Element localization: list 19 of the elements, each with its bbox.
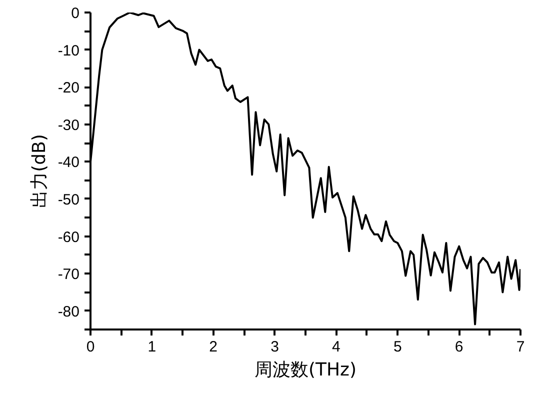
y-axis-title: 出力(dB) — [28, 134, 50, 208]
x-tick-label: 6 — [454, 338, 464, 356]
x-tick-label: 3 — [270, 338, 279, 356]
y-tick-label: 0 — [71, 5, 80, 22]
x-tick-label: 4 — [332, 338, 340, 356]
y-tick-label: -20 — [58, 80, 80, 97]
y-tick-label: -30 — [58, 116, 80, 134]
y-tick-label: -80 — [58, 303, 80, 320]
y-tick-label: -50 — [58, 191, 80, 208]
x-axis-title: 周波数(THz) — [254, 360, 357, 380]
y-tick-label: -60 — [58, 228, 80, 246]
x-tick-label: 0 — [86, 338, 95, 356]
y-tick-label: -70 — [58, 266, 80, 284]
y-tick-label: -40 — [58, 154, 80, 172]
y-tick-label: -10 — [58, 42, 80, 60]
x-tick-label: 7 — [516, 338, 525, 356]
x-tick-label: 1 — [148, 338, 156, 356]
x-tick-label: 5 — [393, 338, 402, 356]
x-tick-label: 2 — [209, 338, 218, 356]
